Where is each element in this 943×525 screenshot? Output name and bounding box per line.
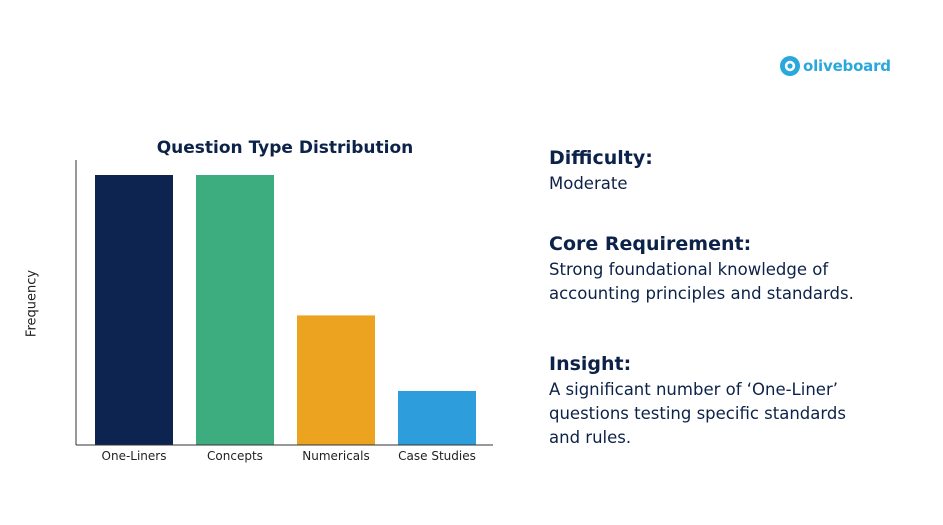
brand-logo: oliveboard xyxy=(779,54,891,78)
insight-section: Insight: A significant number of ‘One-Li… xyxy=(549,350,919,450)
insight-text: A significant number of ‘One-Liner’ ques… xyxy=(549,380,846,447)
oliveboard-logo-icon xyxy=(780,56,800,76)
chart-title: Question Type Distribution xyxy=(156,138,414,158)
core-requirement-section: Core Requirement: Strong foundational kn… xyxy=(549,230,919,306)
core-requirement-heading: Core Requirement: xyxy=(549,233,752,255)
x-tick-labels: One-Liners Concepts Numericals Case Studies xyxy=(102,449,476,463)
bar-concepts xyxy=(196,175,274,445)
bar-case-studies xyxy=(398,391,476,445)
bar-one-liners xyxy=(95,175,173,445)
x-tick-label: Case Studies xyxy=(398,449,476,463)
bar-numericals xyxy=(297,315,375,445)
core-requirement-text: Strong foundational knowledge of account… xyxy=(549,260,854,303)
chart-bars xyxy=(95,175,476,445)
x-tick-label: Concepts xyxy=(207,449,263,463)
difficulty-heading: Difficulty: xyxy=(549,147,653,169)
brand-name: oliveboard xyxy=(803,57,891,75)
y-axis-label: Frequency xyxy=(24,269,40,338)
difficulty-section: Difficulty: Moderate xyxy=(549,144,919,196)
x-tick-label: One-Liners xyxy=(102,449,167,463)
difficulty-value: Moderate xyxy=(549,174,628,193)
x-tick-label: Numericals xyxy=(302,449,369,463)
insight-heading: Insight: xyxy=(549,353,632,375)
